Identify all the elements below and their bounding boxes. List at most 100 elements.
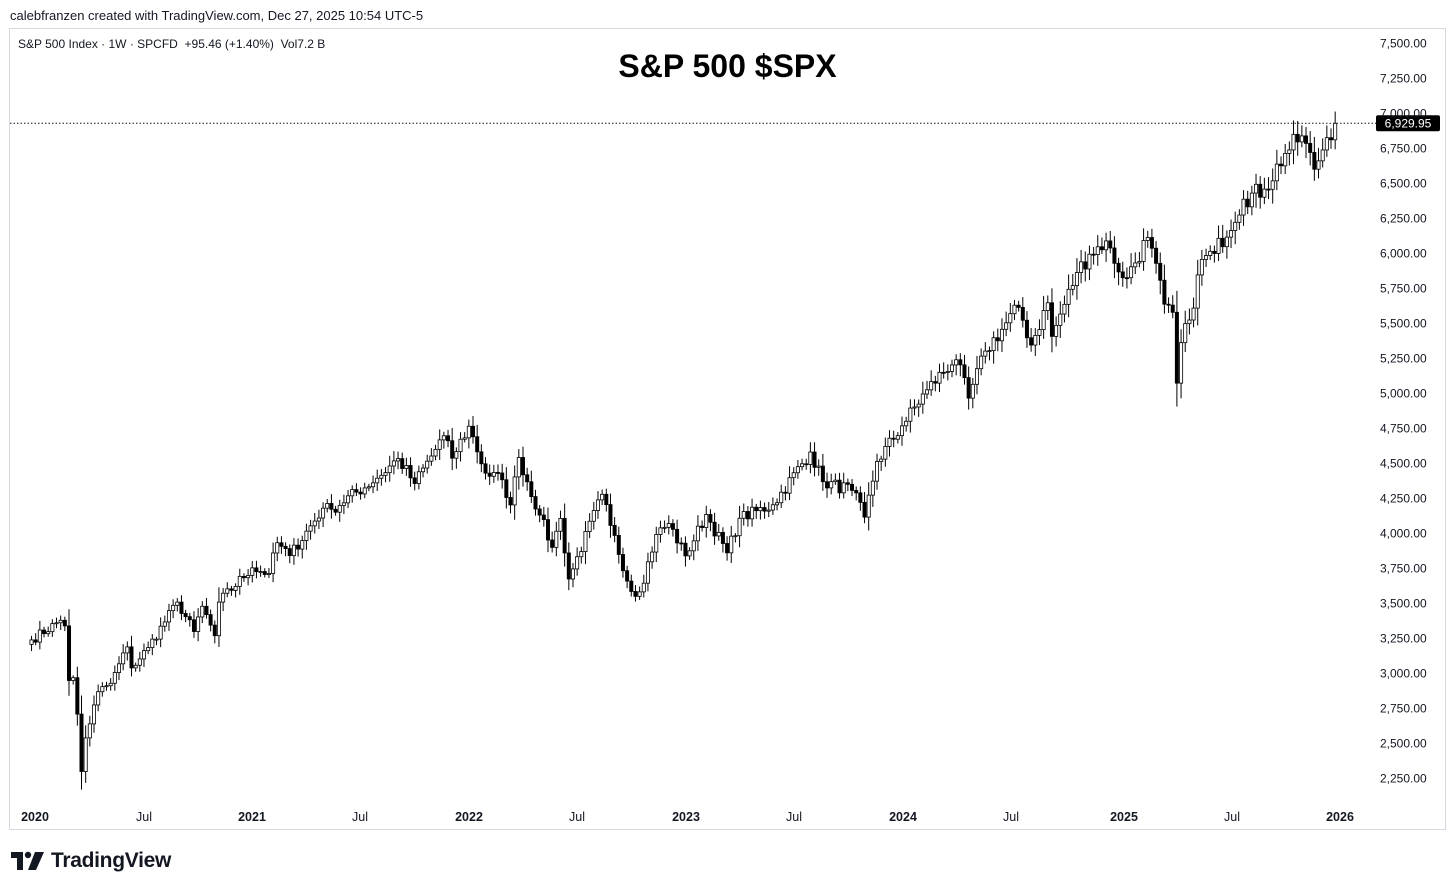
candle[interactable]	[1008, 303, 1013, 332]
candle[interactable]	[487, 464, 492, 485]
candle[interactable]	[658, 520, 663, 543]
candle[interactable]	[1074, 258, 1079, 300]
candle[interactable]	[1204, 248, 1209, 267]
candle[interactable]	[733, 533, 738, 543]
candle[interactable]	[754, 503, 759, 519]
candle[interactable]	[304, 523, 309, 550]
candle[interactable]	[341, 494, 346, 515]
candle[interactable]	[379, 468, 384, 486]
candle[interactable]	[483, 457, 488, 480]
candle[interactable]	[833, 473, 838, 485]
candle[interactable]	[1299, 125, 1304, 148]
candle[interactable]	[1149, 228, 1154, 258]
candle[interactable]	[375, 469, 380, 491]
candle[interactable]	[471, 416, 476, 444]
candle[interactable]	[999, 318, 1004, 352]
candle[interactable]	[541, 506, 546, 527]
candle[interactable]	[1112, 236, 1117, 279]
candle[interactable]	[891, 430, 896, 448]
candle[interactable]	[525, 467, 530, 491]
candle[interactable]	[1245, 190, 1250, 215]
candle[interactable]	[1029, 328, 1034, 352]
candle[interactable]	[862, 492, 867, 524]
candle[interactable]	[841, 472, 846, 499]
candle[interactable]	[204, 597, 209, 619]
candle[interactable]	[937, 363, 942, 393]
candle[interactable]	[187, 612, 192, 627]
candle[interactable]	[562, 503, 567, 567]
candle[interactable]	[100, 682, 105, 697]
candle[interactable]	[741, 503, 746, 526]
candle[interactable]	[1083, 251, 1088, 282]
candle[interactable]	[237, 568, 242, 595]
candle[interactable]	[1291, 120, 1296, 165]
candle[interactable]	[775, 498, 780, 511]
candle[interactable]	[620, 547, 625, 578]
candle[interactable]	[441, 431, 446, 449]
candle[interactable]	[808, 442, 813, 474]
candle[interactable]	[171, 599, 176, 619]
candle[interactable]	[1099, 237, 1104, 254]
candle[interactable]	[158, 617, 163, 648]
candle[interactable]	[612, 517, 617, 543]
candle[interactable]	[1124, 267, 1129, 289]
candle[interactable]	[679, 537, 684, 551]
candle[interactable]	[75, 666, 80, 726]
candle[interactable]	[508, 491, 513, 514]
candle[interactable]	[537, 505, 542, 523]
candle[interactable]	[104, 681, 109, 691]
candle[interactable]	[1137, 251, 1142, 268]
candle[interactable]	[466, 419, 471, 449]
candle[interactable]	[250, 560, 255, 583]
candle[interactable]	[983, 342, 988, 364]
candle[interactable]	[358, 487, 363, 500]
candle[interactable]	[870, 470, 875, 507]
candle[interactable]	[54, 617, 59, 629]
candle[interactable]	[633, 585, 638, 602]
candle[interactable]	[1104, 232, 1109, 262]
candle[interactable]	[1333, 111, 1338, 150]
candle[interactable]	[1187, 308, 1192, 335]
candle[interactable]	[1258, 176, 1263, 209]
candle[interactable]	[675, 519, 680, 554]
candle[interactable]	[816, 459, 821, 476]
candle[interactable]	[1049, 288, 1054, 353]
candle[interactable]	[725, 536, 730, 561]
candle[interactable]	[554, 521, 559, 557]
candle[interactable]	[587, 513, 592, 539]
candle[interactable]	[845, 478, 850, 492]
candle[interactable]	[820, 453, 825, 491]
candle[interactable]	[196, 608, 201, 642]
candle[interactable]	[458, 432, 463, 462]
candle[interactable]	[991, 331, 996, 364]
candle[interactable]	[154, 636, 159, 646]
candle[interactable]	[516, 449, 521, 490]
candle[interactable]	[1158, 252, 1163, 295]
candle[interactable]	[146, 641, 151, 655]
candle[interactable]	[246, 569, 251, 586]
candle[interactable]	[1233, 211, 1238, 245]
candle[interactable]	[766, 501, 771, 518]
candle[interactable]	[42, 626, 47, 638]
candle[interactable]	[300, 535, 305, 559]
candle[interactable]	[904, 416, 909, 432]
candle[interactable]	[958, 353, 963, 377]
candle[interactable]	[887, 430, 892, 457]
candle[interactable]	[116, 656, 121, 681]
candle[interactable]	[1308, 131, 1313, 166]
candle[interactable]	[500, 463, 505, 489]
candle[interactable]	[570, 563, 575, 588]
candle[interactable]	[691, 534, 696, 561]
candle[interactable]	[654, 526, 659, 563]
candle[interactable]	[150, 634, 155, 656]
candle[interactable]	[600, 489, 605, 505]
candle[interactable]	[1033, 328, 1038, 356]
candle[interactable]	[191, 611, 196, 638]
candle[interactable]	[908, 399, 913, 433]
candle[interactable]	[350, 485, 355, 503]
candle[interactable]	[1116, 257, 1121, 286]
candle[interactable]	[591, 501, 596, 530]
candle[interactable]	[750, 498, 755, 527]
candle[interactable]	[737, 505, 742, 548]
candle[interactable]	[941, 362, 946, 379]
